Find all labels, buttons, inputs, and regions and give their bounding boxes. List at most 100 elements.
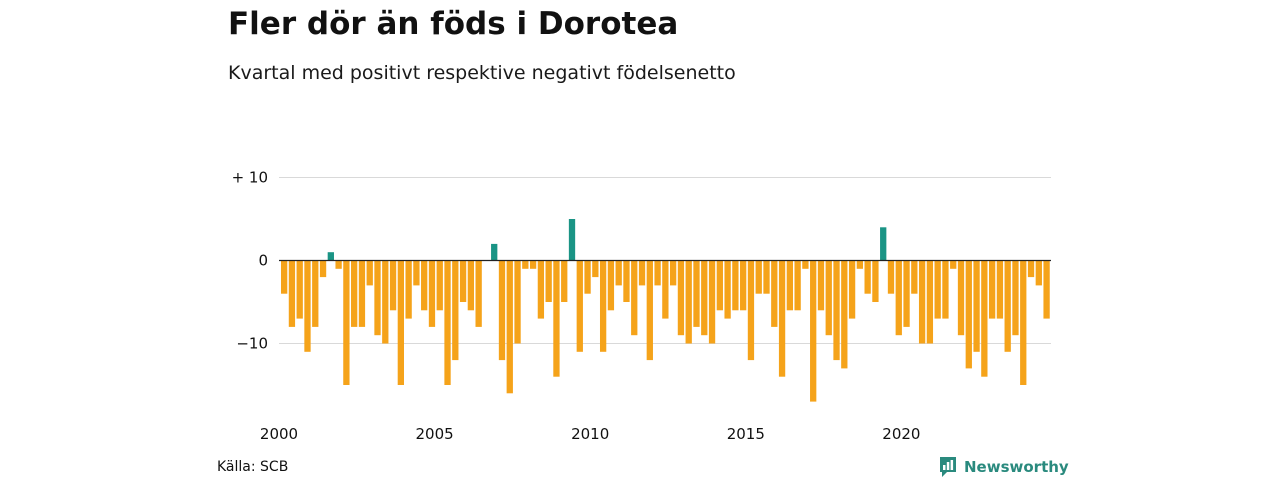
bar-negative [545,260,552,302]
bar-negative [1012,260,1019,336]
y-axis-tick-labels: + 10 0 −10 [232,169,268,353]
bar-negative [810,260,817,402]
bar-negative [498,260,506,361]
bar-negative [670,260,677,286]
bar-negative [382,260,389,344]
bar-negative [887,260,895,294]
bar-negative [444,260,451,385]
bar-negative [872,260,879,302]
bar-negative [522,260,529,269]
bar-negative [693,260,700,327]
bar-negative [763,260,770,294]
bar-negative [817,260,825,311]
bar-negative [996,260,1004,319]
bar-negative [436,260,443,311]
bar-negative [856,260,864,269]
bar-positive [880,227,887,261]
x-tick-label: 2010 [571,425,609,443]
x-axis-tick-labels: 2000 2005 2010 2015 2020 [260,425,921,443]
bar-negative [623,260,630,302]
bar-negative [475,260,482,327]
bar-negative [335,260,342,269]
bar-negative [934,260,941,319]
bar-negative [1043,260,1050,319]
bar-negative [918,260,926,344]
bar-negative [646,260,653,361]
bar-negative [747,260,755,361]
bar-positive [568,219,576,261]
bar-negative [631,260,638,336]
bar-positive [327,252,334,261]
bar-negative [553,260,560,377]
chart-subtitle: Kvartal med positivt respektive negativt… [228,62,736,84]
bar-negative [654,260,661,286]
bar-negative [358,260,366,327]
bar-negative [708,260,716,344]
bar-positive [491,243,498,261]
bar-negative [825,260,832,336]
bar-negative [592,260,599,278]
bar-negative [716,260,723,311]
bar-negative [864,260,871,294]
bar-negative [771,260,778,327]
bar-negative [421,260,428,311]
bar-negative [841,260,848,369]
bar-negative [848,260,856,319]
bar-negative [584,260,591,294]
bar-negative [1035,260,1042,286]
bar-negative [537,260,545,319]
bar-negative [351,260,358,327]
bar-negative [288,260,296,327]
bar-negative [576,260,583,352]
brand-logo[interactable]: Newsworthy [938,456,1069,478]
bar-negative [794,260,801,311]
bar-negative [1004,260,1011,352]
bar-negative [405,260,412,319]
bar-negative [452,260,459,361]
x-tick-label: 2020 [882,425,920,443]
bar-negative [506,260,513,394]
bar-negative [1027,260,1035,278]
bar-negative [599,260,607,352]
bar-negative [786,260,793,311]
bar-negative [685,260,692,344]
x-tick-label: 2000 [260,425,298,443]
newsworthy-logo-icon [940,457,956,477]
bar-negative [895,260,902,336]
bar-negative [374,260,381,336]
bar-negative [740,260,747,311]
brand-name: Newsworthy [964,458,1069,476]
bar-negative [981,260,988,377]
bar-negative [973,260,980,352]
bar-negative [467,260,475,311]
x-tick-label: 2005 [416,425,454,443]
bar-negative [957,260,965,336]
bar-negative [988,260,996,319]
y-tick-label: 0 [258,252,268,270]
bar-negative [319,260,327,278]
bar-negative [459,260,467,302]
bar-negative [428,260,436,327]
bar-negative [514,260,521,344]
bar-negative [965,260,972,369]
bar-negative [701,260,708,336]
bar-negative [942,260,949,319]
bar-negative [677,260,685,336]
bar-negative [281,260,288,294]
bar-negative [397,260,404,385]
bars [279,219,1051,402]
bar-negative [724,260,731,319]
bar-negative [366,260,373,286]
y-tick-label: −10 [236,335,268,353]
bar-negative [413,260,420,286]
bar-negative [1020,260,1027,385]
bar-negative [312,260,319,327]
bar-negative [802,260,809,269]
bar-negative [389,260,397,311]
bar-negative [732,260,739,311]
bar-negative [607,260,615,311]
bar-negative [561,260,568,302]
chart-title: Fler dör än föds i Dorotea [228,6,679,42]
bar-negative [304,260,311,352]
